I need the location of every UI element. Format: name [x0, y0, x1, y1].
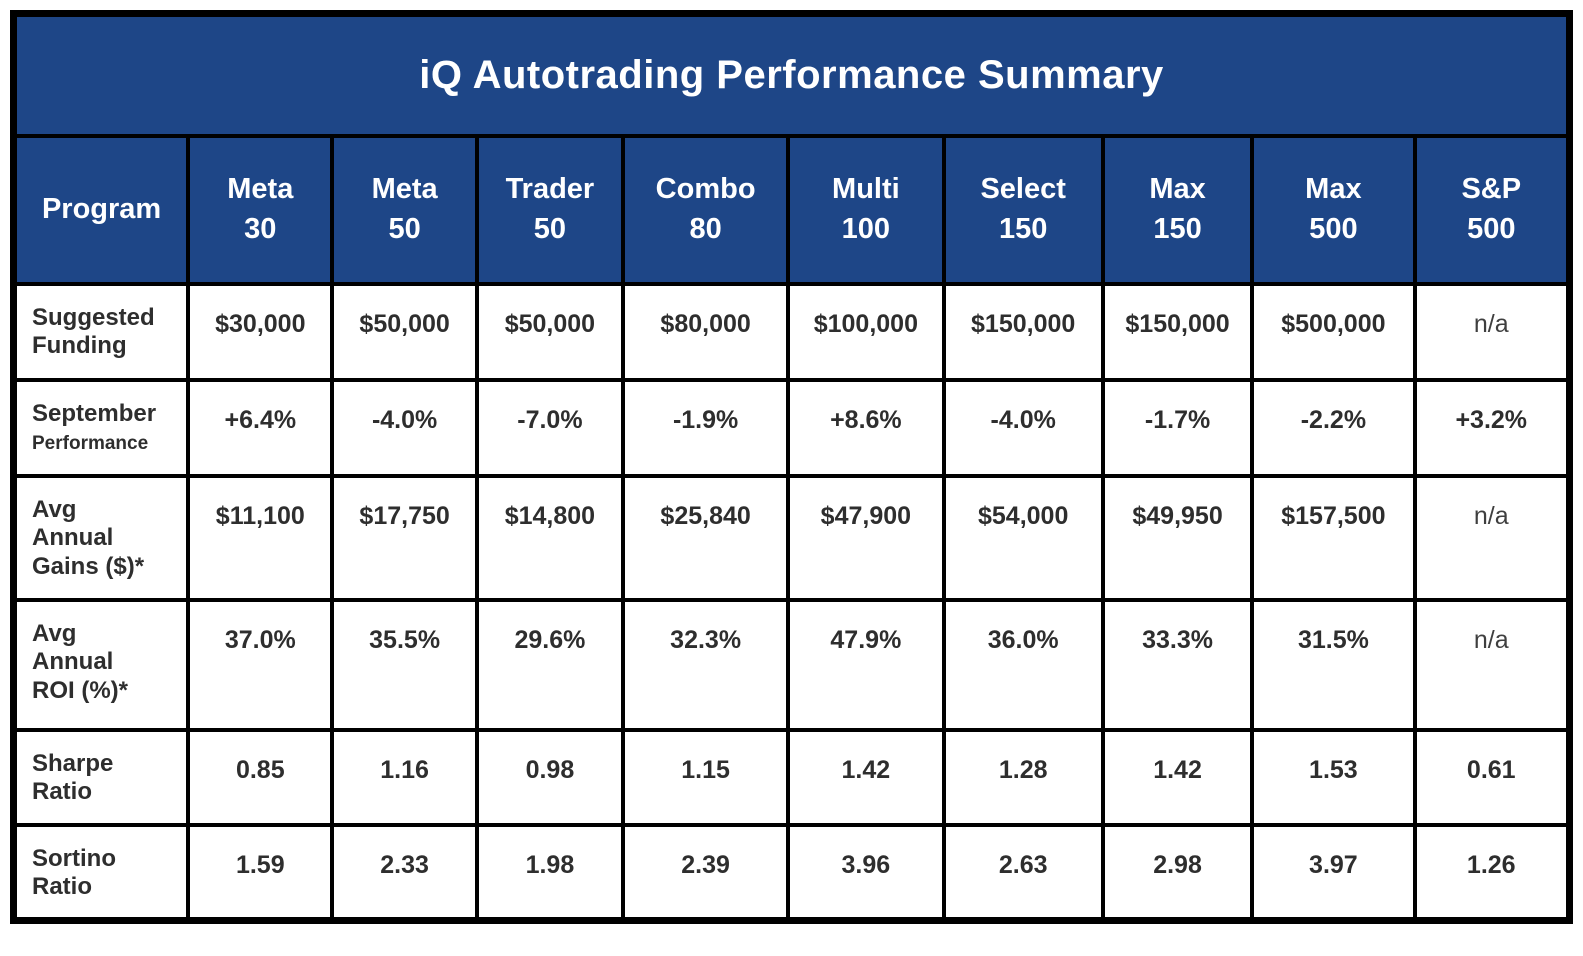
cell-sharpe-ratio-max-500: 1.53: [1250, 727, 1417, 827]
cell-suggested-funding-max-500: $500,000: [1250, 281, 1417, 382]
header-row: Program Meta 30 Meta 50 Trader 50 Combo 80 Multi 1…: [11, 133, 1572, 286]
table-body: Suggested Funding $30,000 $50,000 $50,000 $80…: [11, 281, 1572, 923]
cell-sortino-ratio-max-500: 3.97: [1250, 822, 1417, 923]
row-label-september-performance: September Performance: [11, 377, 191, 478]
table-row-avg-annual-gains: Avg Annual Gains ($)* $11,100 $17,750 $14,800…: [11, 473, 1572, 602]
cell-avg-annual-gains-max-500: $157,500: [1250, 473, 1417, 602]
table-row-avg-annual-roi: Avg Annual ROI (%)* 37.0% 35.5% 29.6% 32.3% 47.…: [11, 597, 1572, 732]
row-label-suggested-funding: Suggested Funding: [11, 281, 191, 382]
column-header-max-500: Max 500: [1250, 133, 1417, 286]
cell-avg-annual-roi-meta-50: 35.5%: [330, 597, 479, 732]
column-header-program: Program: [11, 133, 191, 286]
column-header-max-150: Max 150: [1100, 133, 1255, 286]
cell-suggested-funding-trader-50: $50,000: [474, 281, 626, 382]
cell-sortino-ratio-meta-50: 2.33: [330, 822, 479, 923]
cell-sharpe-ratio-meta-50: 1.16: [330, 727, 479, 827]
cell-sortino-ratio-multi-100: 3.96: [786, 822, 946, 923]
table-row-september-performance: September Performance +6.4% -4.0% -7.0% -1.9%…: [11, 377, 1572, 478]
row-label-sharpe-ratio: Sharpe Ratio: [11, 727, 191, 827]
cell-avg-annual-roi-multi-100: 47.9%: [786, 597, 946, 732]
cell-september-performance-sp-500: +3.2%: [1412, 377, 1572, 478]
cell-avg-annual-roi-combo-80: 32.3%: [621, 597, 791, 732]
cell-sortino-ratio-select-150: 2.63: [941, 822, 1105, 923]
performance-table: iQ Autotrading Performance Summary Progr…: [10, 10, 1573, 924]
title-row: iQ Autotrading Performance Summary: [11, 11, 1572, 138]
column-header-sp-500: S&P 500: [1412, 133, 1572, 286]
cell-sharpe-ratio-meta-30: 0.85: [186, 727, 335, 827]
cell-suggested-funding-sp-500: n/a: [1412, 281, 1572, 382]
row-sublabel-september-performance: Performance: [32, 433, 149, 455]
cell-avg-annual-roi-meta-30: 37.0%: [186, 597, 335, 732]
cell-suggested-funding-select-150: $150,000: [941, 281, 1105, 382]
cell-suggested-funding-max-150: $150,000: [1100, 281, 1255, 382]
cell-september-performance-max-150: -1.7%: [1100, 377, 1255, 478]
cell-suggested-funding-multi-100: $100,000: [786, 281, 946, 382]
cell-avg-annual-roi-max-150: 33.3%: [1100, 597, 1255, 732]
cell-avg-annual-gains-select-150: $54,000: [941, 473, 1105, 602]
column-header-trader-50: Trader 50: [474, 133, 626, 286]
cell-september-performance-meta-30: +6.4%: [186, 377, 335, 478]
cell-sharpe-ratio-multi-100: 1.42: [786, 727, 946, 827]
cell-september-performance-combo-80: -1.9%: [621, 377, 791, 478]
cell-avg-annual-gains-max-150: $49,950: [1100, 473, 1255, 602]
cell-avg-annual-roi-max-500: 31.5%: [1250, 597, 1417, 732]
table-row-sortino-ratio: Sortino Ratio 1.59 2.33 1.98 2.39 3.96 2.63 2.98…: [11, 822, 1572, 923]
cell-suggested-funding-combo-80: $80,000: [621, 281, 791, 382]
cell-september-performance-select-150: -4.0%: [941, 377, 1105, 478]
cell-avg-annual-gains-meta-50: $17,750: [330, 473, 479, 602]
row-label-sortino-ratio: Sortino Ratio: [11, 822, 191, 923]
cell-september-performance-trader-50: -7.0%: [474, 377, 626, 478]
row-label-avg-annual-roi: Avg Annual ROI (%)*: [11, 597, 191, 732]
cell-avg-annual-gains-meta-30: $11,100: [186, 473, 335, 602]
cell-sortino-ratio-trader-50: 1.98: [474, 822, 626, 923]
cell-sharpe-ratio-trader-50: 0.98: [474, 727, 626, 827]
table-row-sharpe-ratio: Sharpe Ratio 0.85 1.16 0.98 1.15 1.42 1.28 1.42 1…: [11, 727, 1572, 827]
cell-sortino-ratio-sp-500: 1.26: [1412, 822, 1572, 923]
cell-avg-annual-roi-select-150: 36.0%: [941, 597, 1105, 732]
table-title: iQ Autotrading Performance Summary: [11, 11, 1572, 138]
cell-sharpe-ratio-select-150: 1.28: [941, 727, 1105, 827]
cell-sortino-ratio-combo-80: 2.39: [621, 822, 791, 923]
cell-september-performance-meta-50: -4.0%: [330, 377, 479, 478]
cell-avg-annual-gains-combo-80: $25,840: [621, 473, 791, 602]
cell-avg-annual-gains-trader-50: $14,800: [474, 473, 626, 602]
cell-sortino-ratio-meta-30: 1.59: [186, 822, 335, 923]
column-header-multi-100: Multi 100: [786, 133, 946, 286]
column-header-meta-30: Meta 30: [186, 133, 335, 286]
cell-sortino-ratio-max-150: 2.98: [1100, 822, 1255, 923]
table-row-suggested-funding: Suggested Funding $30,000 $50,000 $50,000 $80…: [11, 281, 1572, 382]
cell-september-performance-multi-100: +8.6%: [786, 377, 946, 478]
cell-september-performance-max-500: -2.2%: [1250, 377, 1417, 478]
cell-avg-annual-gains-multi-100: $47,900: [786, 473, 946, 602]
cell-sharpe-ratio-max-150: 1.42: [1100, 727, 1255, 827]
column-header-combo-80: Combo 80: [621, 133, 791, 286]
cell-suggested-funding-meta-50: $50,000: [330, 281, 479, 382]
cell-sharpe-ratio-sp-500: 0.61: [1412, 727, 1572, 827]
column-header-meta-50: Meta 50: [330, 133, 479, 286]
cell-sharpe-ratio-combo-80: 1.15: [621, 727, 791, 827]
cell-avg-annual-roi-trader-50: 29.6%: [474, 597, 626, 732]
cell-suggested-funding-meta-30: $30,000: [186, 281, 335, 382]
column-header-select-150: Select 150: [941, 133, 1105, 286]
cell-avg-annual-roi-sp-500: n/a: [1412, 597, 1572, 732]
row-label-avg-annual-gains: Avg Annual Gains ($)*: [11, 473, 191, 602]
cell-avg-annual-gains-sp-500: n/a: [1412, 473, 1572, 602]
